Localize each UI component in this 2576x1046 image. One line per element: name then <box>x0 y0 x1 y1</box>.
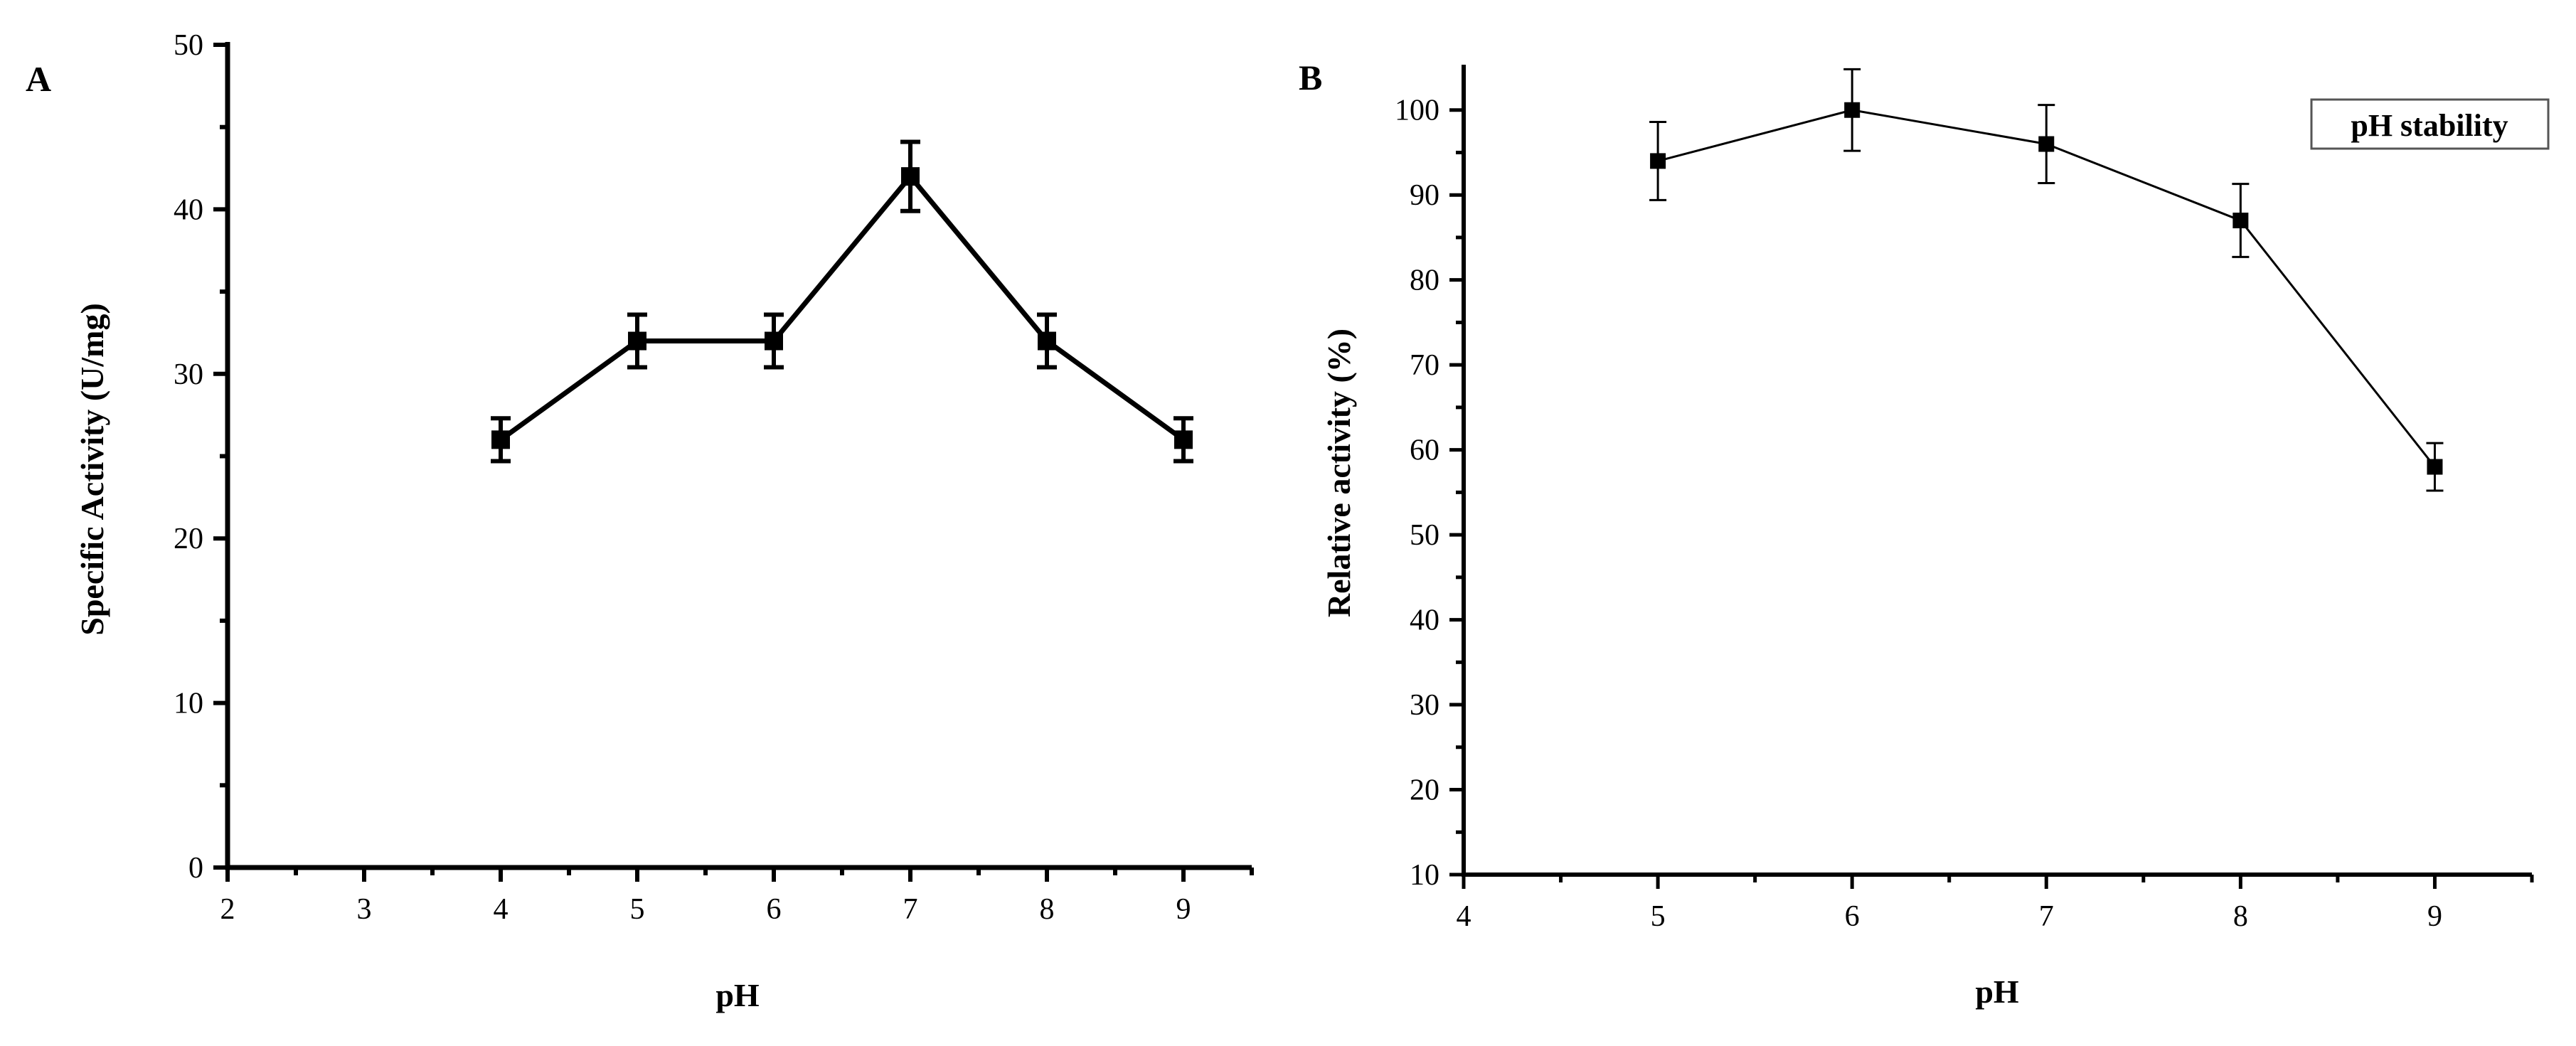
panel-letter-a: A <box>26 59 51 99</box>
panel-b-x-tick-label: 5 <box>1651 900 1666 933</box>
panel-a-axes <box>225 42 1252 870</box>
panel-b-y-tick-label: 50 <box>1410 519 1439 552</box>
panel-a: A 2 3 4 5 6 7 8 9 0 10 20 30 40 50 pH Specific Activi… <box>26 29 1254 1013</box>
panel-b-data-point <box>1650 153 1666 169</box>
panel-a-data-point <box>1174 430 1193 449</box>
panel-a-x-tick-label: 8 <box>1040 893 1055 926</box>
panel-b-data-point <box>2038 136 2055 152</box>
panel-letter-b: B <box>1299 58 1322 97</box>
panel-b-data-point <box>2427 459 2443 475</box>
panel-a-x-tick-label: 7 <box>903 893 918 926</box>
panel-a-data-point <box>901 167 920 186</box>
panel-b-y-tick-label: 100 <box>1395 95 1439 127</box>
panel-a-series-line <box>499 174 1186 442</box>
panel-a-x-tick-label: 9 <box>1176 893 1191 926</box>
panel-a-y-tick-label: 40 <box>174 193 203 226</box>
panel-a-x-tick-label: 4 <box>494 893 509 926</box>
legend-box <box>2310 98 2550 150</box>
panel-a-y-tick-label: 50 <box>174 29 203 62</box>
panel-b-y-tick-label: 30 <box>1410 689 1439 722</box>
panel-a-error-bars <box>491 139 1193 464</box>
legend-label: pH stability <box>2351 108 2508 143</box>
panel-b-ticks: 4 5 6 7 8 9 10 20 30 40 50 60 70 80 90 100 <box>1395 95 2534 933</box>
panel-b-y-tick-label: 40 <box>1410 604 1439 637</box>
panel-b-y-axis-title: Relative activity (%) <box>1321 329 1357 617</box>
panel-b-y-tick-label: 90 <box>1410 179 1439 212</box>
panel-a-points <box>491 167 1193 449</box>
panel-b-x-tick-label: 4 <box>1457 900 1471 933</box>
panel-b-y-tick-label: 70 <box>1410 349 1439 382</box>
panel-b-x-axis-title: pH <box>1975 973 2019 1010</box>
panel-b-x-tick-label: 8 <box>2233 900 2248 933</box>
panel-b-y-tick-label: 20 <box>1410 774 1439 807</box>
panel-a-data-point <box>491 430 510 449</box>
panel-b-x-tick-label: 9 <box>2427 900 2442 933</box>
panel-a-series-polyline <box>499 174 1186 442</box>
panel-b-y-tick-label: 60 <box>1410 434 1439 467</box>
panel-a-y-tick-label: 10 <box>174 688 203 720</box>
panel-b-data-point <box>1844 102 1861 118</box>
panel-a-data-point <box>1038 331 1056 351</box>
panel-b-x-tick-label: 6 <box>1845 900 1860 933</box>
panel-a-data-point <box>628 331 646 351</box>
panel-a-y-tick-label: 0 <box>188 852 203 885</box>
panel-b-y-tick-label: 80 <box>1410 265 1439 297</box>
panel-a-y-tick-label: 20 <box>174 523 203 555</box>
panel-a-x-tick-label: 3 <box>357 893 372 926</box>
panel-a-y-axis-title: Specific Activity (U/mg) <box>74 303 110 636</box>
panel-b-y-tick-label: 10 <box>1410 859 1439 892</box>
panel-b-axes <box>1462 65 2532 877</box>
panel-b-data-point <box>2232 213 2249 229</box>
panel-a-x-tick-label: 5 <box>630 893 645 926</box>
panel-a-data-point <box>765 331 783 351</box>
panel-a-x-tick-label: 6 <box>767 893 782 926</box>
panel-a-y-tick-label: 30 <box>174 358 203 391</box>
panel-b-points <box>1650 102 2443 475</box>
panel-a-x-axis-title: pH <box>715 977 760 1013</box>
panel-b: B 4 5 6 7 8 9 10 20 30 40 50 60 70 80 90 100 pH stabili… <box>1299 58 2550 1010</box>
panel-a-ticks: 2 3 4 5 6 7 8 9 0 10 20 30 40 50 <box>174 29 1254 926</box>
panel-b-x-tick-label: 7 <box>2039 900 2054 933</box>
panel-a-x-tick-label: 2 <box>220 893 235 926</box>
